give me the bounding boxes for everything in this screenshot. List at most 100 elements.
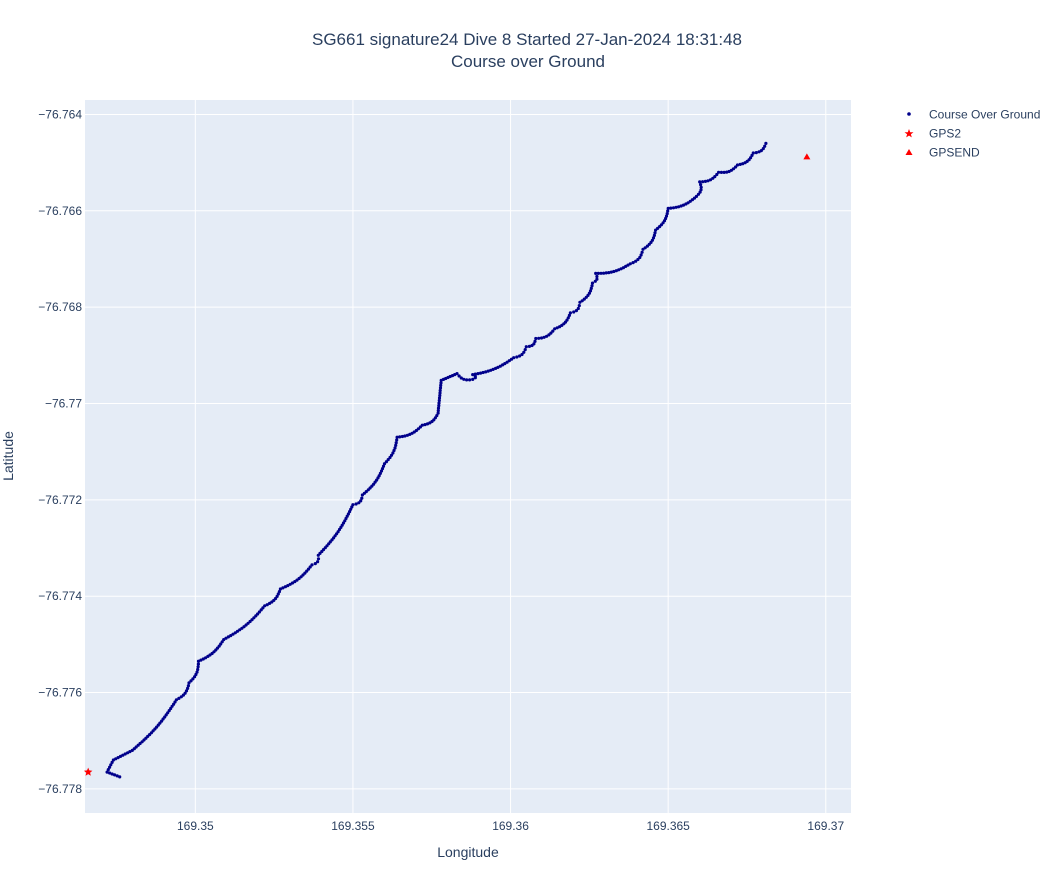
course-over-ground-point: [522, 350, 526, 354]
course-over-ground-point: [195, 670, 199, 674]
x-tick-label: 169.365: [646, 819, 690, 833]
course-over-ground-point: [534, 336, 538, 341]
course-over-ground-point: [551, 329, 555, 333]
track-layer: [105, 141, 768, 779]
course-over-ground-point: [719, 170, 724, 174]
course-over-ground-point: [698, 180, 702, 184]
course-over-ground-point: [671, 206, 676, 210]
course-over-ground-point: [110, 760, 114, 765]
course-over-ground-point: [462, 377, 466, 381]
course-over-ground-point: [609, 270, 613, 274]
course-over-ground-point: [395, 435, 399, 439]
y-tick-label: −76.766: [38, 204, 82, 218]
course-over-ground-point: [360, 496, 364, 500]
course-over-ground-point: [479, 371, 483, 375]
course-over-ground-point: [471, 377, 475, 381]
course-over-ground-point: [476, 372, 480, 376]
course-over-ground-point: [639, 253, 643, 257]
course-over-ground-point: [604, 271, 608, 275]
course-over-ground-point: [486, 369, 490, 373]
course-over-ground-point: [634, 259, 638, 263]
course-over-ground-point: [652, 233, 657, 237]
course-over-ground-point: [109, 763, 113, 767]
course-over-ground-point: [378, 471, 382, 475]
course-over-ground-point: [566, 316, 570, 320]
course-over-ground-point: [754, 151, 758, 155]
course-over-ground-point: [286, 584, 290, 588]
course-over-ground-point: [532, 342, 536, 346]
course-over-ground-point: [696, 192, 701, 196]
course-over-ground-point: [196, 659, 201, 663]
course-over-ground-point: [653, 231, 657, 235]
course-over-ground-point: [437, 396, 442, 400]
legend-item-gpsend[interactable]: GPSEND: [905, 146, 981, 160]
course-over-ground-point: [578, 300, 582, 304]
y-tick-label: −76.764: [38, 107, 82, 121]
course-over-ground-point: [555, 326, 559, 330]
course-over-ground-point: [699, 188, 703, 192]
legend-item-course-over-ground[interactable]: Course Over Ground: [907, 108, 1040, 122]
course-over-ground-point: [640, 250, 644, 254]
legend-item-gps2[interactable]: GPS2: [904, 127, 962, 141]
course-over-ground-point: [590, 281, 595, 285]
course-over-ground-point: [491, 367, 495, 371]
course-over-ground-point: [473, 372, 477, 376]
course-over-ground-point: [602, 271, 606, 275]
course-over-ground-point: [751, 151, 755, 155]
course-over-ground-point: [118, 775, 122, 779]
course-over-ground-point: [436, 406, 441, 410]
course-over-ground-point: [425, 422, 430, 426]
course-over-ground-point: [741, 162, 745, 166]
y-tick-label: −76.774: [38, 589, 82, 603]
course-over-ground-point: [310, 563, 314, 567]
course-over-ground-point: [503, 362, 507, 366]
course-over-ground-point: [533, 339, 537, 343]
course-over-ground-point: [764, 141, 768, 145]
course-over-ground-point: [515, 355, 519, 359]
course-over-ground-point: [651, 236, 656, 240]
legend-star-icon: [904, 129, 914, 138]
course-over-ground-point: [398, 435, 402, 439]
course-over-ground-point: [386, 458, 390, 462]
course-over-ground-point: [186, 686, 190, 691]
course-over-ground-point: [186, 684, 190, 688]
plot-area: [85, 100, 851, 813]
course-over-ground-point: [316, 560, 320, 564]
course-over-ground-point: [277, 590, 281, 594]
course-over-ground-point: [484, 370, 488, 374]
course-over-ground-point: [643, 246, 647, 250]
marker-layer: [83, 153, 811, 776]
course-over-ground-point: [420, 423, 424, 427]
course-over-ground-point: [607, 271, 611, 275]
course-over-ground-point: [439, 381, 443, 385]
course-over-ground-point: [664, 216, 668, 221]
course-over-ground-point: [545, 334, 549, 338]
legend-dot-icon: [907, 112, 911, 116]
course-over-ground-point: [395, 438, 399, 442]
y-tick-label: −76.77: [45, 397, 82, 411]
course-over-ground-point: [351, 503, 355, 507]
course-over-ground-point: [713, 175, 717, 179]
course-over-ground-point: [196, 665, 200, 669]
course-over-ground-point: [108, 765, 112, 769]
course-over-ground-point: [759, 149, 764, 153]
course-over-ground-point: [105, 770, 109, 774]
course-over-ground-point: [708, 178, 713, 182]
course-over-ground-point: [574, 309, 579, 313]
course-over-ground-point: [694, 194, 699, 198]
legend-label: GPS2: [929, 127, 961, 141]
course-over-ground-point: [523, 348, 527, 352]
course-over-ground-point: [231, 632, 235, 636]
x-axis-title: Longitude: [437, 844, 499, 860]
course-over-ground-point: [438, 391, 442, 395]
course-over-ground-point: [222, 638, 226, 642]
chart-title-line2: Course over Ground: [451, 52, 605, 71]
course-over-ground-point: [436, 409, 440, 413]
course-over-ground-point: [549, 331, 553, 335]
course-over-ground-point: [436, 411, 440, 415]
course-over-ground-point: [722, 170, 726, 174]
course-over-ground-point: [589, 286, 593, 290]
course-over-ground-point: [669, 206, 673, 210]
course-over-ground-point: [457, 374, 461, 378]
